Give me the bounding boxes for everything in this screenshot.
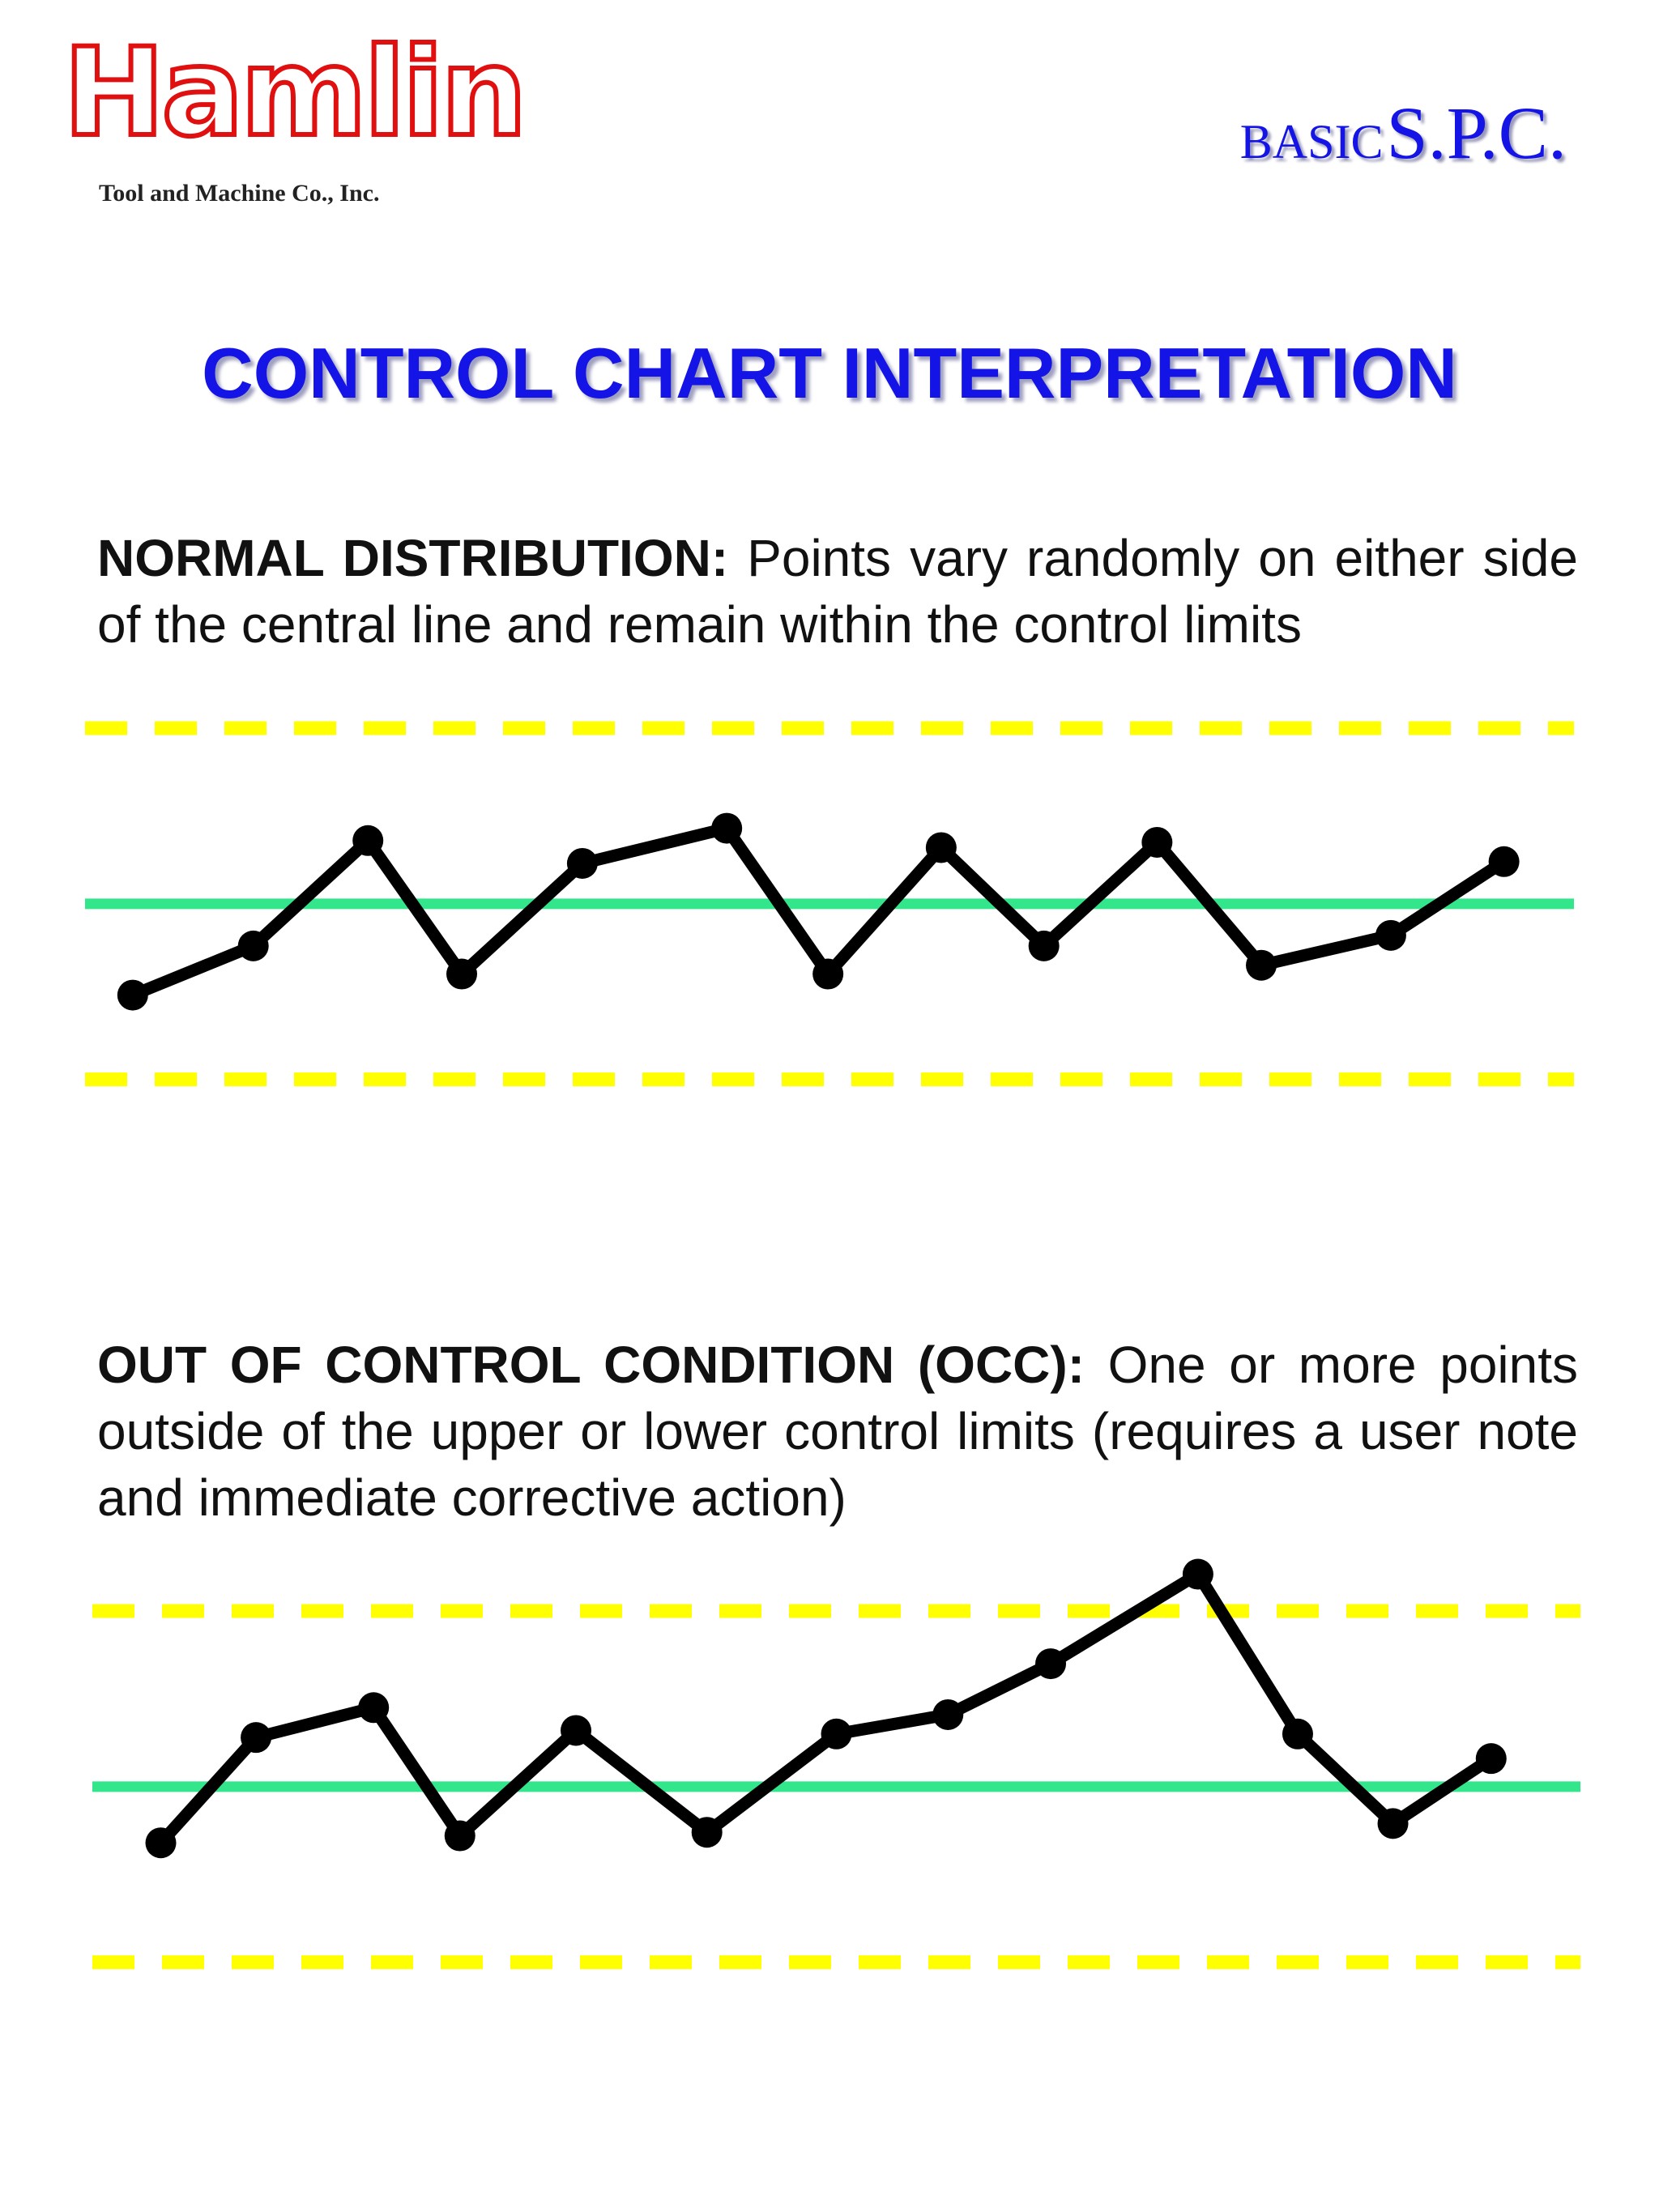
badge: BASIC S.P.C.: [1240, 96, 1567, 170]
data-point: [1488, 846, 1520, 877]
data-point: [711, 812, 743, 844]
data-point: [444, 1820, 476, 1852]
title: CONTROL CHART INTERPRETATION: [202, 333, 1457, 413]
chart: [92, 1558, 1580, 1970]
data-point: [1035, 1648, 1067, 1680]
section-text: One or more points outside of the upper …: [97, 1336, 1579, 1527]
data-point: [237, 930, 269, 961]
data-point: [925, 832, 957, 863]
data-point: [1028, 930, 1060, 961]
section: OUT OF CONTROL CONDITION (OCC): One or m…: [97, 1332, 1578, 1531]
data-point: [1282, 1718, 1313, 1750]
data-point: [932, 1698, 964, 1730]
section-label: OUT OF CONTROL CONDITION (OCC):: [97, 1336, 1085, 1394]
data-point: [1246, 949, 1277, 981]
data-point: [1475, 1743, 1507, 1775]
logo: Hamlin: [61, 23, 530, 164]
data-point: [145, 1827, 177, 1859]
data-point: [1182, 1558, 1213, 1590]
data-point: [241, 1722, 272, 1754]
data-point: [566, 847, 598, 879]
chart: [85, 721, 1574, 1087]
data-point: [561, 1715, 592, 1746]
section-text: Points vary randomly on either side of t…: [97, 529, 1578, 654]
data-point: [691, 1817, 723, 1848]
data-point: [358, 1692, 390, 1724]
data-point: [352, 825, 384, 856]
section-label: NORMAL DISTRIBUTION:: [97, 529, 729, 587]
data-point: [1377, 1808, 1409, 1839]
data-point: [1375, 919, 1406, 951]
data-point: [1141, 826, 1173, 858]
data-point: [117, 979, 148, 1011]
data-point: [446, 958, 478, 990]
badge-small: BASIC: [1239, 115, 1384, 168]
data-point: [812, 958, 844, 990]
company-name: Tool and Machine Co., Inc.: [99, 180, 380, 207]
section: NORMAL DISTRIBUTION: Points vary randoml…: [97, 525, 1578, 658]
data-point: [821, 1718, 852, 1750]
badge-large: S.P.C.: [1386, 92, 1567, 174]
